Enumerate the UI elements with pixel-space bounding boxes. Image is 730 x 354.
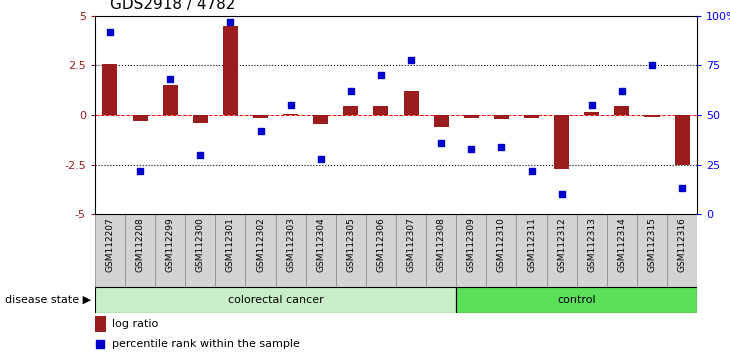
Bar <box>366 214 396 287</box>
Text: GSM112314: GSM112314 <box>618 217 626 272</box>
Text: GSM112309: GSM112309 <box>466 217 476 272</box>
Bar <box>607 214 637 287</box>
Bar <box>95 316 106 332</box>
Point <box>375 73 387 78</box>
Bar <box>494 115 509 119</box>
Bar <box>645 115 659 117</box>
Bar <box>125 214 155 287</box>
Bar <box>313 115 329 124</box>
Bar <box>426 214 456 287</box>
Bar <box>276 214 306 287</box>
Point <box>194 152 206 158</box>
Text: GSM112207: GSM112207 <box>105 217 115 272</box>
Bar <box>486 214 517 287</box>
Bar <box>185 214 215 287</box>
Bar <box>306 214 336 287</box>
Text: GSM112313: GSM112313 <box>587 217 596 272</box>
Bar <box>343 106 358 115</box>
Bar <box>283 114 298 115</box>
Bar <box>517 214 547 287</box>
Point <box>134 168 146 173</box>
Point <box>646 63 658 68</box>
Bar <box>456 287 697 313</box>
Point <box>496 144 507 150</box>
Text: GSM112315: GSM112315 <box>648 217 656 272</box>
Text: GSM112304: GSM112304 <box>316 217 326 272</box>
Text: GSM112316: GSM112316 <box>677 217 687 272</box>
Point <box>225 19 237 25</box>
Point <box>616 88 628 94</box>
Text: disease state ▶: disease state ▶ <box>5 295 91 305</box>
Bar <box>245 214 276 287</box>
Bar <box>102 63 118 115</box>
Bar <box>524 115 539 118</box>
Point <box>556 192 567 197</box>
Bar <box>193 115 208 123</box>
Point <box>405 57 417 62</box>
Text: GSM112310: GSM112310 <box>497 217 506 272</box>
Bar <box>675 115 690 165</box>
Text: GSM112299: GSM112299 <box>166 217 174 272</box>
Point <box>94 341 106 347</box>
Bar <box>456 214 486 287</box>
Point <box>586 102 598 108</box>
Text: GSM112312: GSM112312 <box>557 217 566 272</box>
Text: log ratio: log ratio <box>112 319 158 329</box>
Point <box>315 156 326 161</box>
Text: control: control <box>558 295 596 305</box>
Bar <box>95 214 125 287</box>
Bar <box>547 214 577 287</box>
Bar <box>584 112 599 115</box>
Text: GSM112300: GSM112300 <box>196 217 205 272</box>
Point <box>526 168 537 173</box>
Bar <box>404 91 418 115</box>
Text: GSM112302: GSM112302 <box>256 217 265 272</box>
Bar <box>374 106 388 115</box>
Text: GSM112307: GSM112307 <box>407 217 415 272</box>
Bar <box>396 214 426 287</box>
Bar <box>133 115 147 121</box>
Bar <box>464 115 479 118</box>
Point <box>285 102 296 108</box>
Bar <box>615 106 629 115</box>
Bar <box>667 214 697 287</box>
Point <box>435 140 447 145</box>
Point <box>104 29 116 35</box>
Text: GSM112208: GSM112208 <box>136 217 145 272</box>
Bar <box>637 214 667 287</box>
Bar <box>336 214 366 287</box>
Bar <box>554 115 569 169</box>
Text: GSM112303: GSM112303 <box>286 217 295 272</box>
Bar <box>163 85 177 115</box>
Point <box>466 146 477 152</box>
Text: GSM112301: GSM112301 <box>226 217 235 272</box>
Text: GSM112306: GSM112306 <box>377 217 385 272</box>
Text: GSM112305: GSM112305 <box>346 217 356 272</box>
Bar <box>434 115 449 127</box>
Text: GSM112311: GSM112311 <box>527 217 536 272</box>
Point <box>255 128 266 134</box>
Bar <box>253 115 268 118</box>
Text: GDS2918 / 4782: GDS2918 / 4782 <box>110 0 235 12</box>
Bar <box>215 214 245 287</box>
Bar <box>95 287 456 313</box>
Point <box>345 88 357 94</box>
Bar <box>223 26 238 115</box>
Text: GSM112308: GSM112308 <box>437 217 446 272</box>
Point <box>676 185 688 191</box>
Bar <box>577 214 607 287</box>
Text: percentile rank within the sample: percentile rank within the sample <box>112 339 299 349</box>
Point <box>164 76 176 82</box>
Bar <box>155 214 185 287</box>
Text: colorectal cancer: colorectal cancer <box>228 295 323 305</box>
